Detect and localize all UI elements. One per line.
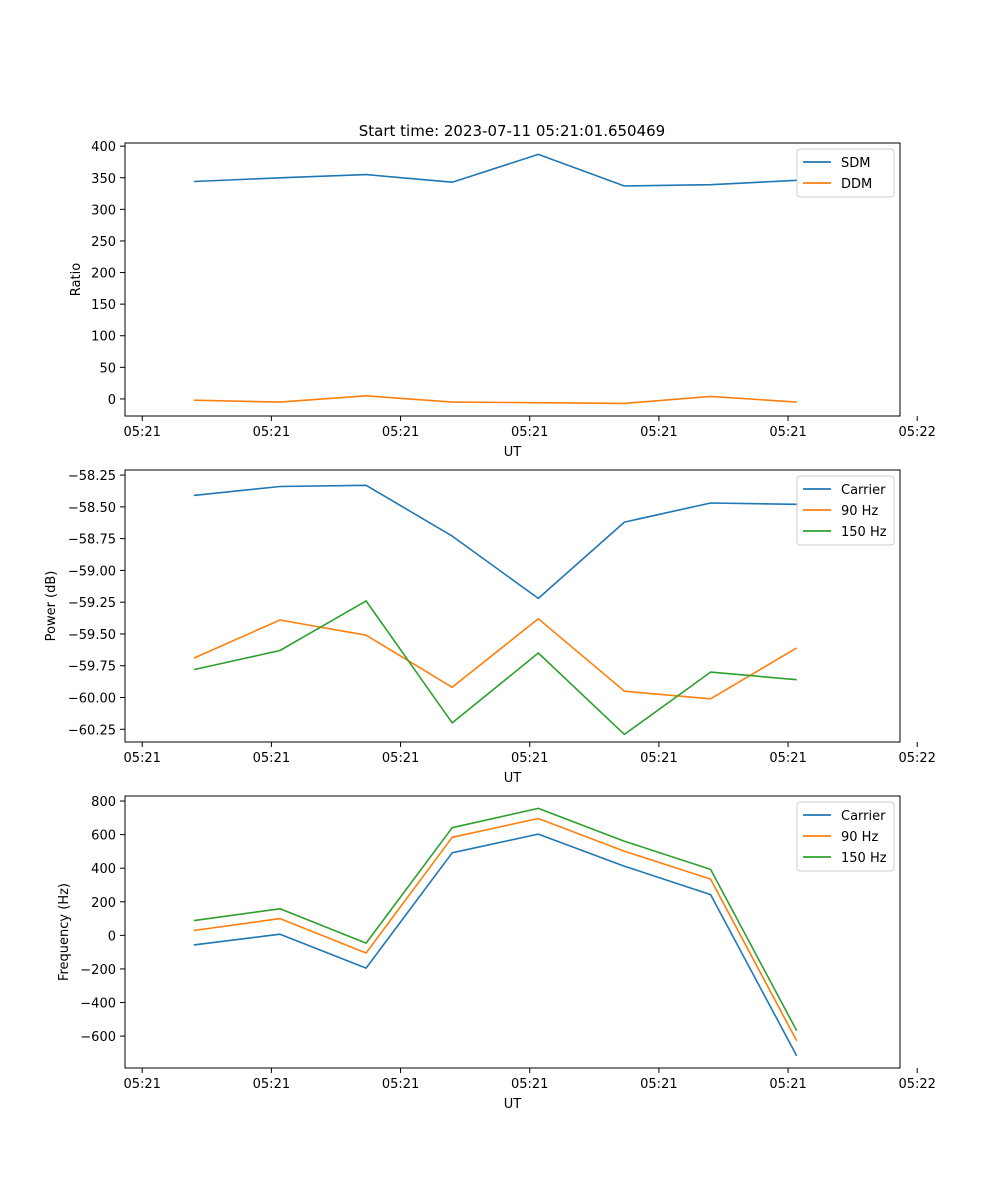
y-tick-label: 200 [91, 267, 116, 282]
x-tick-label: 05:22 [898, 1077, 935, 1092]
y-tick-label: −600 [80, 1030, 116, 1045]
x-tick-label: 05:21 [253, 1077, 290, 1092]
series-line-carrier [193, 833, 798, 1057]
y-tick-label: 100 [91, 330, 116, 345]
y-tick-label: −400 [80, 997, 116, 1012]
legend-label: 90 Hz [841, 830, 878, 845]
x-tick-label: 05:21 [382, 751, 419, 766]
x-axis-label: UT [504, 1097, 522, 1112]
plot-area [124, 795, 901, 1069]
x-tick-label: 05:21 [382, 425, 419, 440]
series-line-carrier [193, 484, 797, 600]
series-line-90-hz [193, 817, 798, 1042]
x-tick-label: 05:21 [511, 751, 548, 766]
y-tick-label: 250 [91, 235, 116, 250]
plot-area [124, 142, 901, 417]
plot-area [124, 469, 901, 743]
legend: Carrier 90 Hz 150 Hz [796, 801, 895, 872]
y-tick-label: 200 [91, 896, 116, 911]
y-tick-label: 600 [91, 829, 116, 844]
y-tick-label: −59.75 [68, 660, 116, 675]
series-line-150-hz [193, 600, 797, 736]
x-tick-label: 05:21 [769, 751, 806, 766]
chart-title: Start time: 2023-07-11 05:21:01.650469 [359, 122, 665, 140]
y-tick-label: 0 [108, 393, 116, 408]
x-tick-label: 05:22 [898, 751, 935, 766]
x-tick-label: 05:21 [253, 751, 290, 766]
y-tick-label: 0 [108, 929, 116, 944]
series-line-150-hz [193, 807, 798, 1032]
y-tick-label: −58.75 [68, 533, 116, 548]
y-tick-label: −59.25 [68, 596, 116, 611]
y-tick-label: 400 [91, 140, 116, 155]
y-tick-label: 800 [91, 795, 116, 810]
subplot-1: 05:21 05:21 05:21 05:21 05:21 05:21 05:22 0 50 10… [69, 140, 936, 460]
x-tick-label: 05:21 [640, 1077, 677, 1092]
x-tick-label: 05:21 [382, 1077, 419, 1092]
y-tick-label: 350 [91, 172, 116, 187]
subplot-3: 05:21 05:21 05:21 05:21 05:21 05:21 05:22 −600 −… [57, 795, 936, 1112]
x-tick-label: 05:21 [123, 751, 160, 766]
series-line-ddm [193, 394, 797, 405]
y-axis-label: Ratio [69, 263, 84, 296]
y-tick-label: 150 [91, 298, 116, 313]
x-tick-label: 05:21 [511, 425, 548, 440]
x-axis-label: UT [504, 445, 522, 460]
y-tick-label: 400 [91, 862, 116, 877]
x-tick-label: 05:21 [253, 425, 290, 440]
x-tick-label: 05:21 [511, 1077, 548, 1092]
series-line-sdm [193, 153, 797, 187]
legend-box [796, 148, 895, 198]
x-tick-label: 05:21 [769, 1077, 806, 1092]
y-axis-label: Power (dB) [44, 571, 59, 642]
legend: Carrier 90 Hz 150 Hz [796, 475, 895, 546]
legend-box [796, 801, 895, 872]
legend-label: 150 Hz [841, 851, 887, 866]
y-tick-label: −59.50 [68, 628, 116, 643]
legend-label: SDM [841, 156, 870, 171]
y-tick-label: 50 [99, 361, 116, 376]
subplots: 05:21 05:21 05:21 05:21 05:21 05:21 05:22 0 50 10… [44, 140, 936, 1112]
legend-box [796, 475, 895, 546]
y-tick-label: −60.00 [68, 692, 116, 707]
x-tick-label: 05:21 [769, 425, 806, 440]
legend-label: Carrier [841, 483, 886, 498]
x-tick-label: 05:21 [640, 751, 677, 766]
legend-label: Carrier [841, 809, 886, 824]
y-tick-label: 300 [91, 203, 116, 218]
subplot-2: 05:21 05:21 05:21 05:21 05:21 05:21 05:22 −58.2… [44, 469, 936, 786]
x-tick-label: 05:22 [898, 425, 935, 440]
x-axis-label: UT [504, 771, 522, 786]
y-tick-label: −58.25 [68, 469, 116, 484]
legend: SDM DDM [796, 148, 895, 198]
y-tick-label: −59.00 [68, 564, 116, 579]
x-tick-label: 05:21 [640, 425, 677, 440]
y-axis-label: Frequency (Hz) [57, 883, 72, 981]
y-tick-label: −200 [80, 963, 116, 978]
y-tick-label: −60.25 [68, 723, 116, 738]
x-tick-label: 05:21 [123, 1077, 160, 1092]
legend-label: 150 Hz [841, 525, 887, 540]
series-line-90-hz [193, 617, 798, 700]
legend-label: DDM [841, 177, 872, 192]
x-tick-label: 05:21 [123, 425, 160, 440]
y-tick-label: −58.50 [68, 501, 116, 516]
legend-label: 90 Hz [841, 504, 878, 519]
